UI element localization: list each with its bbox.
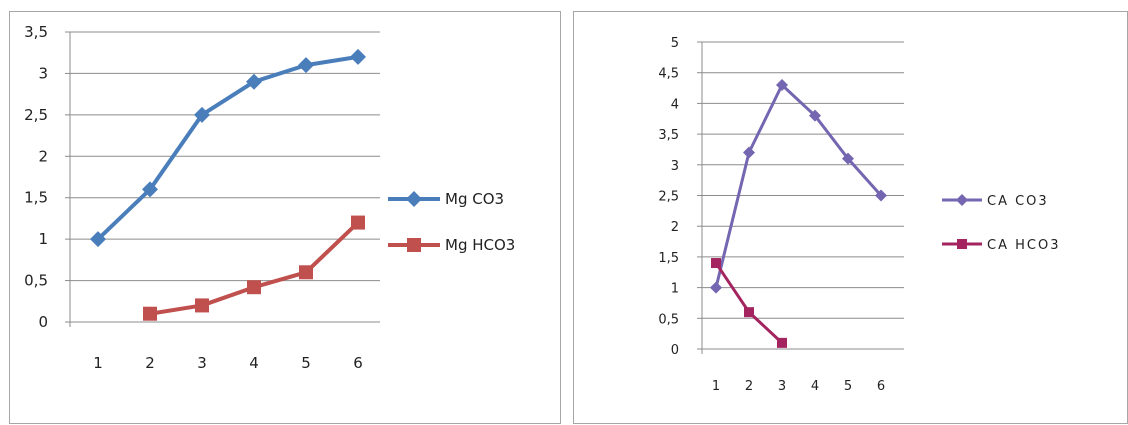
ca-point-1 <box>743 146 755 159</box>
mg-legend-marker-2 <box>407 238 421 252</box>
ca-y-tick-label: 3,5 <box>658 128 679 143</box>
ca-point-2 <box>744 307 754 318</box>
mg-y-tick-label: 3,5 <box>24 23 48 41</box>
ca-point-1 <box>776 78 788 91</box>
mg-x-tick-label: 5 <box>301 354 311 372</box>
mg-series-line-1 <box>96 54 359 241</box>
ca-y-tick-label: 4,5 <box>658 67 679 82</box>
mg-series-line-2 <box>149 221 360 316</box>
ca-legend-label-2: CA HCO3 <box>987 238 1060 253</box>
ca-point-1 <box>710 281 722 294</box>
mg-y-tick-label: 2 <box>38 147 48 165</box>
ca-legend-label-1: CA CO3 <box>987 194 1049 209</box>
ca-x-tick-label: 5 <box>844 379 852 394</box>
ca-point-1 <box>809 109 821 122</box>
mg-x-tick-label: 4 <box>249 354 259 372</box>
ca-legend-marker-1 <box>956 194 968 206</box>
ca-y-tick-label: 2,5 <box>658 190 679 205</box>
mg-y-tick-label: 3 <box>38 64 48 82</box>
ca-y-tick-label: 0 <box>671 343 679 358</box>
mg-point-1 <box>90 231 106 248</box>
mg-legend-label-2: Mg HCO3 <box>445 236 515 254</box>
ca-series-line-2 <box>714 262 784 344</box>
ca-point-1 <box>842 152 854 165</box>
ca-legend-marker-2 <box>957 239 967 249</box>
ca-point-1 <box>875 189 887 202</box>
ca-y-tick-label: 2 <box>671 220 679 235</box>
mg-y-tick-label: 2,5 <box>24 106 48 124</box>
ca-x-tick-label: 1 <box>712 379 720 394</box>
ca-y-tick-label: 1 <box>671 282 679 297</box>
ca-x-tick-label: 6 <box>877 379 885 394</box>
chart-ca: 0 0,5 1 1,5 2 2,5 3 3,5 4 4,5 5 1 2 3 4 5 6 CA CO3 CA HCO3 <box>658 36 1060 394</box>
mg-point-1 <box>246 73 262 90</box>
ca-point-2 <box>711 258 721 269</box>
mg-point-1 <box>298 57 314 74</box>
ca-y-tick-label: 1,5 <box>658 251 679 266</box>
mg-x-tick-label: 2 <box>145 354 155 372</box>
ca-x-tick-label: 2 <box>745 379 753 394</box>
ca-y-tick-label: 3 <box>671 159 679 174</box>
mg-point-2 <box>351 215 365 230</box>
mg-y-tick-label: 0,5 <box>24 272 48 290</box>
mg-point-2 <box>195 298 209 313</box>
mg-legend-label-1: Mg CO3 <box>445 190 504 208</box>
mg-point-2 <box>143 306 157 321</box>
ca-y-tick-label: 5 <box>671 36 679 51</box>
chart-ca-panel: 0 0,5 1 1,5 2 2,5 3 3,5 4 4,5 5 1 2 3 4 5 6 CA CO3 CA HCO3 <box>573 11 1128 424</box>
chart-mg: 0 0,5 1 1,5 2 2,5 3 3,5 1 2 3 4 5 6 Mg CO3 Mg HCO3 <box>24 23 515 372</box>
ca-y-tick-label: 0,5 <box>658 312 679 327</box>
mg-x-tick-label: 6 <box>353 354 363 372</box>
mg-y-tick-label: 0 <box>38 313 48 331</box>
mg-x-tick-label: 3 <box>197 354 207 372</box>
mg-y-tick-label: 1 <box>38 230 48 248</box>
mg-y-tick-label: 1,5 <box>24 189 48 207</box>
ca-point-2 <box>777 337 787 348</box>
mg-point-2 <box>247 280 261 295</box>
mg-point-1 <box>350 48 366 65</box>
mg-point-1 <box>142 181 158 198</box>
ca-series-line-1 <box>714 83 883 288</box>
mg-point-1 <box>194 106 210 123</box>
chart-mg-panel: 0 0,5 1 1,5 2 2,5 3 3,5 1 2 3 4 5 6 Mg CO3 Mg HCO3 <box>9 11 561 424</box>
ca-y-tick-label: 4 <box>671 97 679 112</box>
mg-legend-marker-1 <box>406 191 422 207</box>
ca-x-tick-label: 4 <box>811 379 819 394</box>
ca-x-tick-label: 3 <box>778 379 786 394</box>
mg-point-2 <box>299 265 313 280</box>
mg-x-tick-label: 1 <box>93 354 103 372</box>
